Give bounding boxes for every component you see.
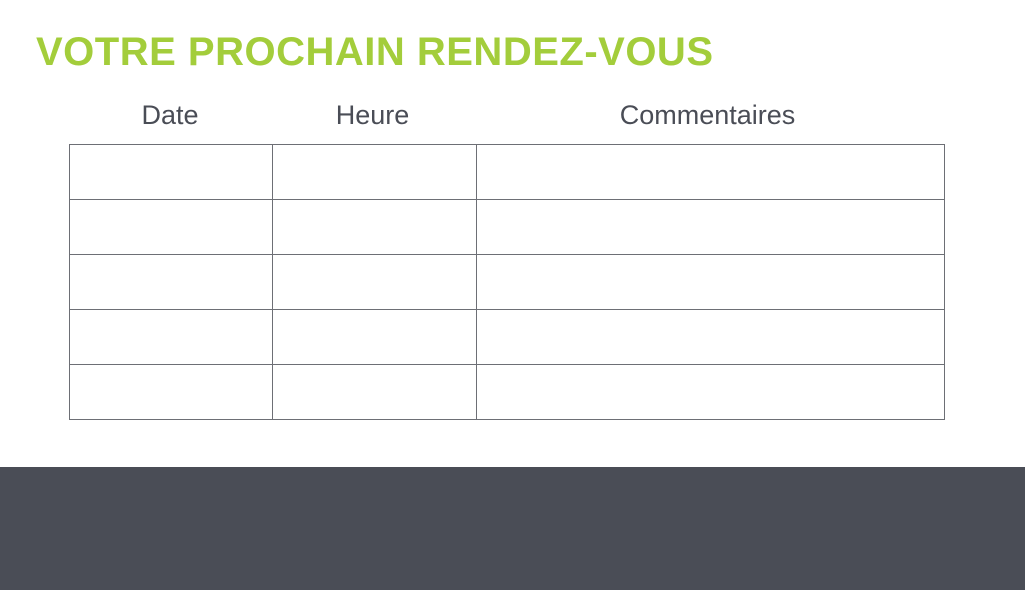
page-title: VOTRE PROCHAIN RENDEZ-VOUS xyxy=(36,30,714,74)
table-row xyxy=(69,309,945,365)
heure-cell[interactable] xyxy=(272,309,477,365)
date-cell[interactable] xyxy=(69,144,273,200)
table-row xyxy=(69,254,945,310)
heure-cell[interactable] xyxy=(272,144,477,200)
column-header-date: Date xyxy=(141,100,199,130)
heure-cell[interactable] xyxy=(272,254,477,310)
date-cell[interactable] xyxy=(69,199,273,255)
commentaires-cell[interactable] xyxy=(476,144,945,200)
column-header-heure: Heure xyxy=(335,100,410,130)
footer-bar xyxy=(0,467,1025,590)
commentaires-cell[interactable] xyxy=(476,309,945,365)
heure-cell[interactable] xyxy=(272,199,477,255)
commentaires-cell[interactable] xyxy=(476,254,945,310)
column-header-commentaires: Commentaires xyxy=(619,100,796,130)
date-cell[interactable] xyxy=(69,309,273,365)
date-cell[interactable] xyxy=(69,254,273,310)
commentaires-cell[interactable] xyxy=(476,199,945,255)
heure-cell[interactable] xyxy=(272,364,477,420)
commentaires-cell[interactable] xyxy=(476,364,945,420)
table-row xyxy=(69,199,945,255)
table-row xyxy=(69,364,945,420)
date-cell[interactable] xyxy=(69,364,273,420)
table-row xyxy=(69,144,945,200)
appointment-table xyxy=(69,144,945,420)
